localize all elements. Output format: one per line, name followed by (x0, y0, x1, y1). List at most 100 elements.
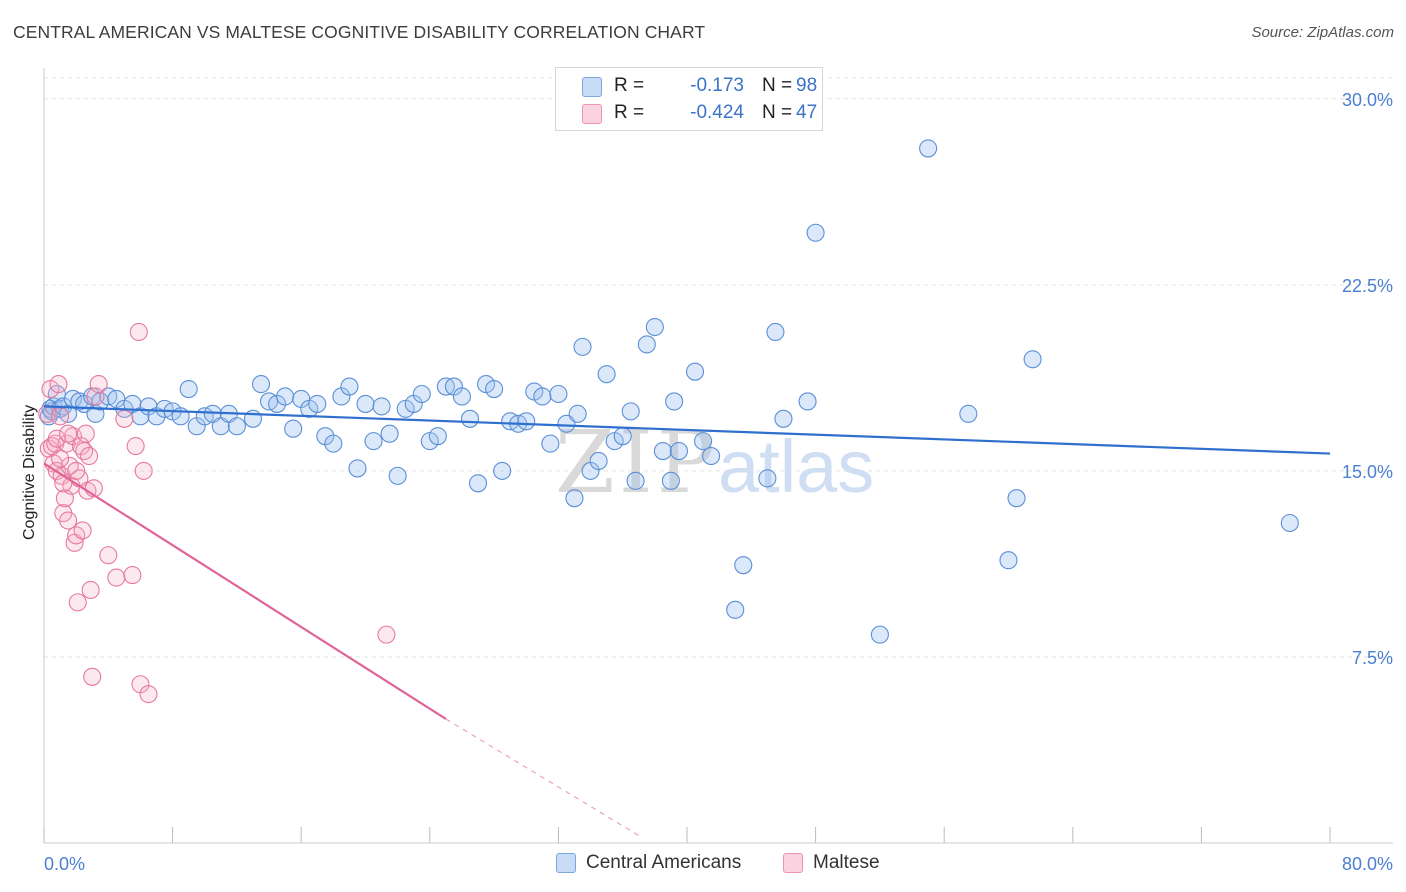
maltese-trendline (43, 462, 447, 720)
central-americans-point (308, 394, 327, 413)
grid-layer (44, 77, 1393, 658)
maltese-point (79, 446, 99, 466)
x-tick-label: 80.0% (1342, 854, 1393, 874)
maltese-point (107, 568, 126, 587)
central-americans-point (621, 402, 640, 421)
central-americans-point (284, 419, 303, 438)
central-americans-point (565, 489, 584, 508)
maltese-point (59, 511, 78, 530)
maltese-point (126, 437, 145, 456)
maltese-point (67, 461, 86, 480)
legend-r-value: -0.424 (690, 102, 744, 123)
central-americans-point (276, 387, 295, 406)
maltese-point (83, 667, 102, 686)
central-americans-point (1007, 489, 1026, 508)
y-tick-label: 7.5% (1352, 648, 1393, 668)
maltese-point (377, 625, 396, 644)
central-americans-point (388, 466, 407, 485)
central-americans-point (726, 600, 745, 619)
central-americans-point (227, 417, 246, 436)
central-americans-point (669, 442, 689, 461)
y-axis-label: Cognitive Disability (21, 405, 38, 540)
central-americans-point (493, 461, 512, 480)
central-americans-point (460, 409, 480, 428)
central-americans-point (251, 375, 271, 394)
maltese-point (68, 593, 87, 612)
central-americans-point (380, 424, 399, 443)
central-americans-point (364, 432, 383, 451)
central-americans-point (919, 139, 938, 158)
central-americans-point (661, 471, 680, 490)
stats-legend: R = -0.173 N = 98 R = -0.424 N = 47 (555, 67, 823, 131)
legend-swatch-maltese (582, 104, 602, 124)
bottom-legend-label: Central Americans (586, 852, 742, 873)
central-americans-point (645, 317, 664, 337)
legend-n-label: N = (762, 102, 793, 123)
central-americans-point (653, 442, 672, 461)
y-tick-label: 30.0% (1342, 90, 1393, 110)
central-americans-point (179, 379, 198, 399)
central-americans-point (568, 404, 587, 423)
central-americans-point (1023, 350, 1042, 369)
trend-layer (43, 405, 1331, 837)
central-americans-point (597, 365, 616, 384)
central-americans-point (999, 551, 1018, 570)
central-americans-point (774, 409, 793, 428)
central-americans-point (452, 387, 472, 406)
maltese-point (81, 580, 100, 600)
x-tick-label: 0.0% (44, 854, 85, 874)
central-americans-point (806, 223, 825, 242)
central-americans-point (694, 432, 713, 451)
y-tick-label: 15.0% (1342, 462, 1393, 482)
central-americans-point (356, 394, 375, 413)
central-americans-point (485, 379, 504, 399)
maltese-point (115, 409, 134, 428)
central-americans-point (348, 459, 367, 478)
central-americans-point (758, 469, 777, 488)
tick-labels-layer: 7.5% 15.0% 22.5% 30.0% 0.0% 80.0% (44, 90, 1393, 874)
central-americans-point (685, 362, 705, 381)
central-americans-point (702, 446, 721, 466)
maltese-point (54, 474, 73, 493)
source-credit: Source: ZipAtlas.com (1251, 24, 1394, 41)
legend-swatch-central-americans (582, 77, 602, 97)
maltese-point (123, 566, 142, 585)
central-americans-point (549, 384, 568, 404)
maltese-point (99, 546, 118, 565)
legend-r-value: -0.173 (690, 75, 744, 96)
maltese-point (47, 429, 66, 448)
maltese-point (139, 685, 158, 704)
legend-r-label: R = (614, 102, 645, 123)
central-americans-point (541, 434, 560, 453)
central-americans-point (372, 397, 391, 416)
maltese-point (51, 407, 70, 426)
legend-n-value: 98 (796, 75, 818, 96)
maltese-point (49, 375, 68, 394)
y-tick-label: 22.5% (1342, 276, 1393, 296)
legend-r-label: R = (614, 75, 645, 96)
central-americans-point (959, 404, 978, 423)
maltese-point (51, 449, 70, 468)
maltese-point (129, 322, 148, 342)
bottom-legend-swatch-central-americans (556, 853, 576, 873)
central-americans-point (468, 474, 488, 493)
central-americans-point (412, 384, 431, 404)
legend-n-value: 47 (796, 102, 818, 123)
central-americans-point (734, 556, 753, 575)
central-americans-point (573, 337, 592, 356)
central-americans-point (517, 412, 536, 431)
bottom-legend-label: Maltese (813, 852, 880, 873)
central-americans-point (637, 335, 656, 354)
central-americans-point (626, 471, 645, 490)
central-americans-point (798, 392, 817, 411)
watermark-atlas: atlas (718, 425, 874, 508)
central-americans-point (870, 625, 889, 644)
central-americans-trendline (43, 405, 1331, 455)
central-americans-point (589, 451, 608, 471)
chart-title: CENTRAL AMERICAN VS MALTESE COGNITIVE DI… (13, 22, 706, 42)
maltese-point (89, 375, 108, 394)
central-americans-point (428, 427, 447, 446)
central-americans-point (533, 387, 552, 406)
maltese-point (76, 424, 95, 443)
